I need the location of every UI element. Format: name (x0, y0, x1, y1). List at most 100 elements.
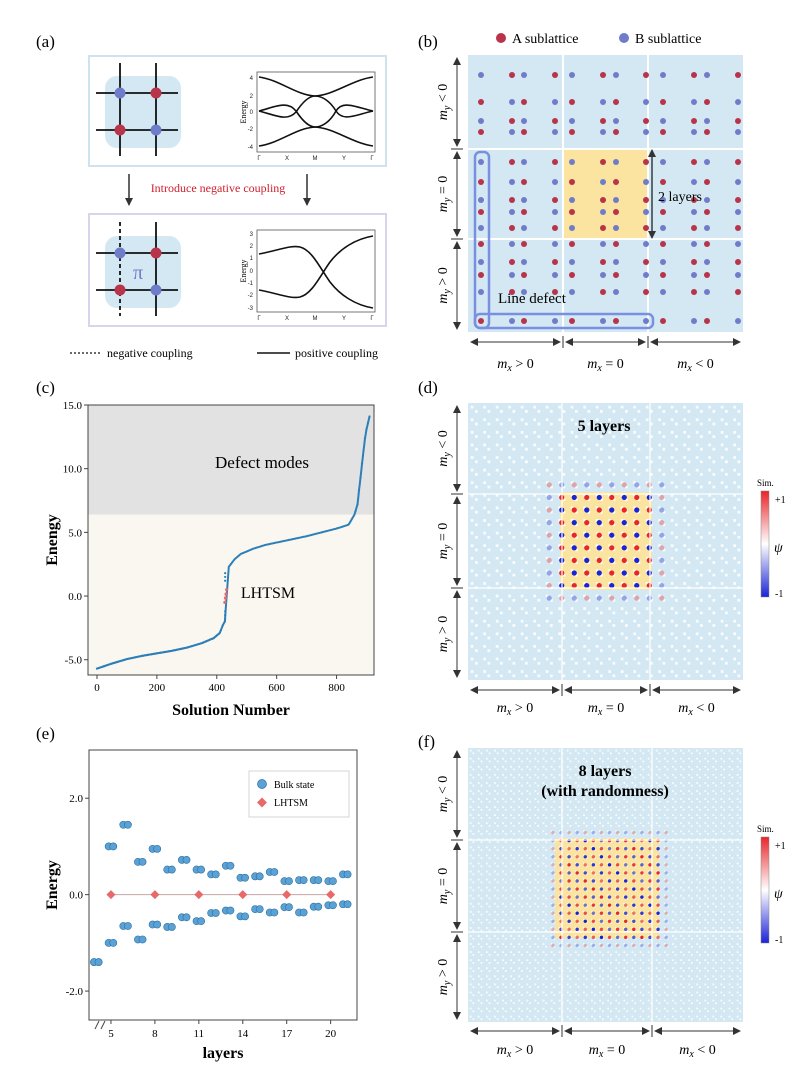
hole (699, 921, 701, 924)
hole (620, 657, 624, 661)
hole (704, 1015, 707, 1018)
field-positive (609, 545, 615, 551)
hole (585, 808, 588, 811)
bulk-state-point (221, 624, 224, 627)
hole (510, 910, 512, 913)
hole (607, 773, 610, 776)
field-positive (584, 545, 590, 551)
hole (508, 670, 511, 673)
hole (666, 905, 669, 908)
panel-b: A sublattice B sublattice 2 layers Line … (468, 32, 743, 332)
hole (599, 749, 601, 752)
a-site (521, 241, 527, 247)
hole (500, 661, 503, 665)
hole (569, 921, 572, 924)
hole (593, 865, 596, 868)
hole (593, 881, 596, 884)
field-negative (583, 935, 587, 940)
hole (477, 846, 480, 849)
hole (472, 889, 475, 892)
line-defect-horizontal (473, 312, 655, 330)
hole (723, 978, 726, 980)
hole (666, 929, 669, 932)
hole (529, 784, 531, 787)
field-negative (599, 887, 604, 891)
hole (558, 1007, 561, 1010)
hole (477, 975, 480, 978)
hole (680, 927, 682, 929)
hole (645, 544, 649, 548)
b-site (704, 225, 710, 231)
hole (725, 636, 728, 640)
field-positive (583, 863, 587, 867)
hole (642, 849, 645, 851)
region-condition: < 0 (436, 776, 451, 798)
hole (585, 792, 588, 795)
hole (658, 784, 661, 787)
hole (683, 607, 686, 610)
hole (655, 870, 658, 873)
hole (620, 544, 624, 548)
hole (553, 800, 556, 803)
hole (655, 773, 658, 776)
hole (733, 594, 736, 598)
hole (477, 830, 480, 833)
hole (634, 929, 637, 932)
hole (558, 806, 561, 808)
hole (633, 569, 636, 573)
hole (537, 523, 541, 527)
a-site (704, 179, 710, 185)
hole (472, 897, 475, 900)
hole (634, 994, 637, 997)
hole (529, 792, 531, 795)
hole (650, 510, 653, 514)
field-positive (615, 927, 620, 932)
hole (663, 935, 666, 937)
hole (688, 902, 690, 905)
hole (723, 776, 726, 779)
hole (680, 798, 682, 800)
y-axis-label: Enengy (44, 514, 61, 566)
hole (577, 953, 580, 956)
hole (623, 806, 626, 808)
hole (591, 991, 593, 994)
hole (715, 1018, 717, 1021)
hole (504, 1010, 507, 1013)
lhtsm-point (223, 600, 227, 605)
hole (670, 544, 674, 548)
a-site (600, 259, 606, 265)
hole (626, 881, 628, 884)
hole (674, 962, 677, 964)
bulk-state-point (127, 657, 130, 660)
hole (650, 661, 653, 665)
hole (708, 670, 711, 673)
hole (495, 632, 499, 636)
hole (496, 937, 499, 940)
hole (599, 894, 601, 897)
hole (504, 873, 507, 876)
hole (585, 760, 588, 763)
hole (529, 953, 531, 956)
hole (529, 1010, 531, 1013)
hole (475, 410, 478, 413)
hole (696, 757, 699, 760)
hole (587, 422, 591, 426)
hole (587, 473, 591, 476)
hole (470, 544, 474, 548)
hole (583, 657, 586, 661)
b-site (613, 159, 619, 165)
hole (587, 485, 591, 489)
hole (608, 619, 611, 623)
hole (508, 657, 511, 661)
hole (666, 1018, 669, 1021)
hole (512, 548, 516, 552)
hole (574, 910, 577, 913)
b-site (735, 129, 741, 135)
hole (712, 862, 715, 865)
hole (593, 905, 596, 908)
hole (494, 870, 496, 873)
hole (477, 894, 480, 897)
hole (674, 825, 677, 827)
hole (575, 447, 578, 451)
hole (591, 1007, 593, 1010)
